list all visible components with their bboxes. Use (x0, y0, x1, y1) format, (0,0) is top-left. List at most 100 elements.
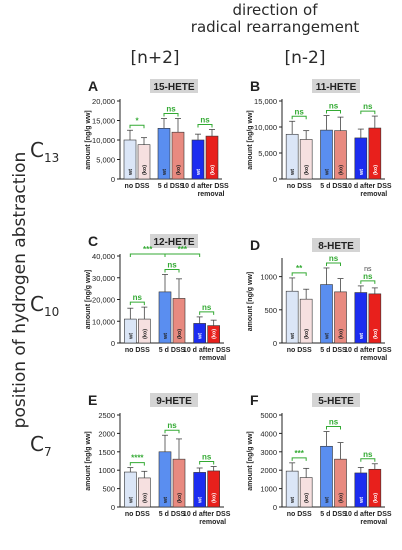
bar-label: wt (128, 333, 134, 340)
column-label-left: [n+2] (130, 48, 180, 68)
panel-title: 12-HETE (153, 237, 194, 248)
y-tick-label: 500 (264, 306, 277, 315)
panel-title: 9-HETE (156, 396, 192, 407)
bar-label: wt (162, 169, 168, 176)
bar-label: wt (196, 169, 202, 176)
sig-label: ns (363, 102, 373, 111)
panel-letter: C (88, 233, 98, 249)
sig-label: ns (329, 254, 339, 263)
bar-label: (ko) (304, 329, 310, 339)
panel-title: 5-HETE (318, 396, 354, 407)
panel-letter: F (250, 392, 259, 408)
category-label: 10 d after DSS (181, 183, 229, 190)
bar-label: (ko) (304, 493, 310, 503)
y-tick-label: 20,000 (92, 97, 115, 106)
y-tick-label: 1000 (98, 466, 115, 475)
category-label: removal (198, 191, 225, 198)
row-label-sub: 13 (43, 151, 60, 165)
y-tick-label: 5,000 (258, 149, 277, 158)
y-tick-label: 1000 (260, 273, 277, 282)
y-tick-label: 15,000 (92, 117, 115, 126)
row-label-c13: C13 (30, 138, 59, 165)
panel-letter: B (250, 78, 260, 94)
sig-bracket (291, 115, 307, 120)
sig-bracket (129, 301, 145, 306)
category-label: 5 d DSS (159, 347, 186, 354)
panel-title: 11-HETE (316, 82, 357, 93)
bar-label: wt (325, 497, 331, 504)
sig-bracket (326, 110, 341, 114)
category-label: no DSS (287, 347, 312, 354)
bar-label: wt (128, 497, 134, 504)
sig-label: ns (200, 115, 210, 124)
panel-title-box (312, 238, 360, 252)
category-label: 5 d DSS (158, 183, 185, 190)
category-label: no DSS (125, 511, 150, 518)
panel-title: 8-HETE (318, 241, 354, 252)
y-tick-label: 4000 (260, 429, 277, 438)
sig-bracket (360, 458, 376, 462)
sig-label: ns (167, 421, 177, 430)
category-label: no DSS (125, 347, 150, 354)
bar-label: (ko) (304, 165, 310, 175)
bar-label: wt (359, 497, 365, 504)
sig-bracket (360, 110, 376, 115)
sig-bracket (326, 426, 341, 430)
panel-letter: A (88, 78, 98, 94)
sig-bracket (197, 123, 213, 128)
y-tick-label: 30,000 (92, 274, 115, 283)
chart-panel-d: D 8-HETE 0 500 1000 amount [ng/g ww] wt (ko) no … (247, 237, 392, 362)
bar-label: wt (163, 497, 169, 504)
sig-bracket (326, 262, 341, 266)
bar-label: wt (163, 333, 169, 340)
bar-label: (ko) (142, 329, 148, 339)
sig-bracket (291, 272, 307, 276)
y-tick-label: 0 (111, 339, 115, 348)
bar-label: (ko) (210, 165, 216, 175)
sig-bracket (164, 268, 180, 273)
y-tick-label: 0 (111, 175, 115, 184)
chart-panel-c: C 12-HETE 0 10,000 20,000 30,000 40,000 amount … (85, 233, 231, 362)
sig-label: ns (167, 260, 177, 269)
y-axis-label: amount [ng/g ww] (247, 110, 254, 170)
sig-label: *** (294, 449, 304, 458)
y-tick-label: 10,000 (92, 317, 115, 326)
sig-label: ns (329, 418, 339, 427)
row-label-c10: C10 (30, 292, 59, 319)
row-label-c7: C7 (30, 432, 52, 459)
category-label: 5 d DSS (320, 511, 347, 518)
bar-label: (ko) (339, 493, 345, 503)
y-tick-label: 1000 (260, 485, 277, 494)
category-label: no DSS (125, 183, 150, 190)
bar-label: (ko) (339, 329, 345, 339)
chart-panel-e: E 9-HETE 0 500 1000 1500 2000 2500 amount [ng/g … (85, 392, 231, 526)
figure-header: direction of radical rearrangement (150, 2, 400, 36)
y-tick-label: 0 (273, 339, 277, 348)
sig-bracket (129, 124, 145, 129)
bar-label: wt (359, 333, 365, 340)
sig-label: *** (143, 245, 153, 254)
y-tick-label: 40,000 (92, 252, 115, 261)
bar-label: wt (290, 333, 296, 340)
panel-title-box (150, 79, 198, 93)
y-tick-label: 0 (273, 503, 277, 512)
y-tick-label: 2500 (98, 411, 115, 420)
sig-label: ns (364, 266, 372, 273)
row-label-base: C (30, 432, 44, 456)
header-line-2: radical rearrangement (190, 18, 360, 36)
category-label: 10 d after DSS (344, 347, 392, 354)
bar-label: (ko) (142, 493, 148, 503)
y-tick-label: 0 (273, 175, 277, 184)
sig-label: ns (202, 453, 212, 462)
sig-label: ** (296, 264, 303, 273)
bar-label: (ko) (373, 493, 379, 503)
y-tick-label: 500 (102, 485, 115, 494)
bar-label: wt (325, 333, 331, 340)
y-axis-label: amount [ng/g ww] (85, 431, 92, 491)
sig-label: * (135, 116, 139, 125)
y-tick-label: 3000 (260, 448, 277, 457)
sig-label: ns (363, 450, 373, 459)
bar-label: (ko) (177, 493, 183, 503)
sig-bracket (291, 457, 307, 461)
